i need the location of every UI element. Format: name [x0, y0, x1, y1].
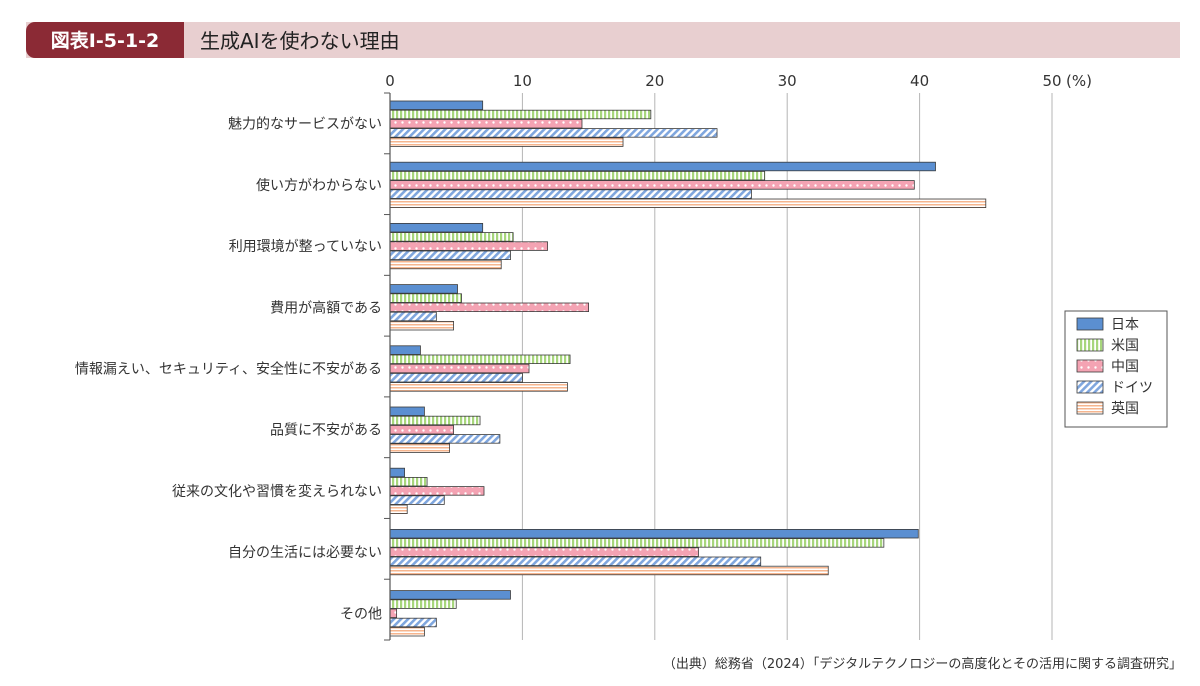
legend-label: 日本 — [1111, 317, 1139, 333]
x-tick-label: 50 — [1042, 72, 1061, 90]
bar-ドイツ — [389, 556, 762, 567]
bar-中国 — [389, 363, 530, 374]
bar-日本 — [389, 345, 421, 355]
legend-label: 米国 — [1111, 338, 1139, 354]
category-label: 自分の生活には必要ない — [228, 545, 382, 561]
bar-ドイツ — [389, 311, 437, 322]
bar-中国 — [389, 241, 548, 251]
category-label: 魅力的なサービスがない — [228, 117, 382, 133]
source-note: （出典）総務省（2024）「デジタルテクノロジーの高度化とその活用に関する調査研… — [663, 656, 1182, 672]
bar-日本 — [389, 284, 458, 294]
bar-ドイツ — [389, 128, 718, 138]
bar-日本 — [389, 529, 919, 539]
bar-英国 — [389, 320, 454, 331]
x-tick-label: 40 — [910, 72, 929, 90]
bar-英国 — [389, 382, 568, 392]
bar-英国 — [389, 137, 624, 147]
bar-中国 — [389, 608, 398, 619]
bar-ドイツ — [389, 495, 445, 505]
bar-中国 — [389, 424, 454, 435]
bars — [389, 100, 987, 637]
bar-日本 — [389, 406, 425, 417]
legend-label: 中国 — [1111, 359, 1139, 375]
legend-swatch-米国 — [1076, 338, 1104, 352]
bar-英国 — [389, 627, 425, 637]
bar-中国 — [389, 547, 699, 557]
bar-英国 — [389, 259, 502, 270]
bar-中国 — [389, 119, 583, 129]
bar-日本 — [389, 161, 936, 172]
legend-swatch-中国 — [1076, 359, 1104, 373]
legend-swatch-日本 — [1076, 317, 1104, 331]
bar-ドイツ — [389, 434, 501, 444]
bar-米国 — [389, 476, 428, 487]
x-tick-label: 0 — [385, 72, 395, 90]
bar-ドイツ — [389, 372, 523, 383]
chart-title: 生成AIを使わない理由 — [200, 29, 400, 53]
category-label: 情報漏えい、セキュリティ、安全性に不安がある — [75, 361, 382, 378]
legend-label: ドイツ — [1111, 380, 1153, 396]
bar-米国 — [389, 538, 885, 548]
x-unit-label: (%) — [1066, 72, 1092, 90]
bar-米国 — [389, 415, 481, 426]
category-label: 使い方がわからない — [256, 177, 382, 194]
figure-id: 図表Ⅰ-5-1-2 — [51, 29, 159, 52]
bar-ドイツ — [389, 617, 437, 628]
x-axis-ticks: 0 10 20 30 40 50 (%) — [385, 72, 1092, 90]
header-band — [26, 22, 1180, 58]
bar-英国 — [389, 504, 408, 515]
legend-swatch-ドイツ — [1076, 380, 1104, 394]
category-label: その他 — [340, 606, 382, 622]
bar-英国 — [389, 565, 829, 576]
bar-中国 — [389, 180, 915, 190]
bar-日本 — [389, 222, 484, 233]
x-tick-label: 30 — [778, 72, 797, 90]
bar-米国 — [389, 232, 514, 242]
y-axis — [384, 92, 391, 641]
category-label: 従来の文化や習慣を変えられない — [172, 483, 382, 500]
bar-米国 — [389, 109, 652, 120]
bar-日本 — [389, 590, 511, 600]
category-label: 利用環境が整っていない — [229, 239, 382, 255]
bar-ドイツ — [389, 250, 511, 261]
bar-米国 — [389, 354, 571, 365]
bar-中国 — [389, 486, 485, 496]
bar-英国 — [389, 443, 450, 453]
category-label: 品質に不安がある — [270, 423, 382, 439]
x-tick-label: 10 — [513, 72, 532, 90]
bar-日本 — [389, 100, 484, 111]
bar-中国 — [389, 302, 590, 313]
x-tick-label: 20 — [645, 72, 664, 90]
category-label: 費用が高額である — [270, 299, 382, 316]
bar-米国 — [389, 599, 457, 609]
bar-英国 — [389, 198, 987, 209]
legend-swatch-英国 — [1076, 401, 1104, 415]
legend-label: 英国 — [1111, 400, 1139, 417]
category-labels: 魅力的なサービスがない使い方がわからない利用環境が整っていない費用が高額である情… — [75, 117, 382, 623]
header-badge — [26, 22, 184, 58]
bar-日本 — [389, 467, 405, 478]
bar-米国 — [389, 293, 462, 303]
bar-ドイツ — [389, 189, 752, 199]
bar-米国 — [389, 170, 766, 181]
